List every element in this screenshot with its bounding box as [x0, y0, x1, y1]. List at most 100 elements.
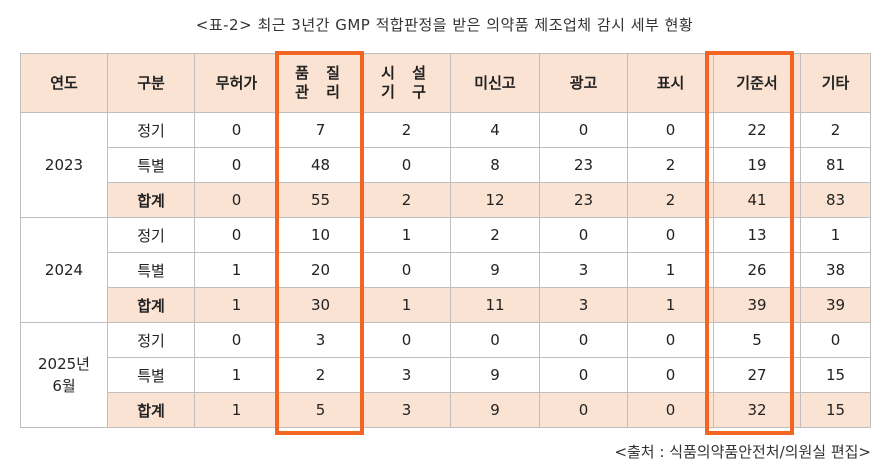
value-cell: 2 — [362, 112, 451, 148]
value-cell: 0 — [539, 112, 628, 148]
value-cell: 12 — [450, 182, 540, 218]
year-sublabel: 6월 — [52, 377, 76, 395]
value-cell: 2 — [627, 182, 714, 218]
table-row: 특별 1 20 0 9 3 1 26 38 — [21, 252, 871, 288]
value-cell: 39 — [800, 287, 871, 323]
value-cell: 0 — [627, 392, 714, 428]
value-cell: 1 — [194, 357, 279, 393]
value-cell: 38 — [800, 252, 871, 288]
table-row: 2024 정기 0 10 1 2 0 0 13 1 — [20, 217, 871, 323]
kind-cell: 특별 — [107, 147, 195, 183]
inspection-table: 연도 구분 무허가 품 질 관 리 시 설 기 구 미신고 광고 표시 기준서 … — [20, 53, 871, 428]
value-cell: 2 — [800, 112, 871, 148]
header-labeling: 표시 — [627, 53, 714, 113]
year-label: 2024 — [44, 261, 84, 279]
value-cell: 9 — [450, 357, 540, 393]
value-cell: 0 — [194, 217, 279, 253]
value-cell: 9 — [450, 392, 540, 428]
value-cell: 22 — [713, 112, 801, 148]
value-cell: 3 — [278, 322, 363, 358]
value-cell: 0 — [362, 322, 451, 358]
table-row: 2023 정기 0 7 2 4 0 0 22 2 — [20, 112, 871, 218]
table-row: 특별 1 2 3 9 0 0 27 15 — [21, 357, 871, 393]
value-cell: 1 — [194, 392, 279, 428]
year-label: 2025년 — [38, 355, 90, 373]
table-row: 특별 0 48 0 8 23 2 19 81 — [21, 147, 871, 183]
value-cell: 81 — [800, 147, 871, 183]
value-cell: 1 — [800, 217, 871, 253]
value-cell: 27 — [713, 357, 801, 393]
value-cell: 1 — [362, 287, 451, 323]
header-year: 연도 — [20, 53, 108, 113]
value-cell: 3 — [539, 287, 628, 323]
header-facility-equipment: 시 설 기 구 — [362, 53, 451, 113]
header-facility-line1: 시 설 — [381, 64, 432, 82]
year-cell: 2023 — [20, 112, 108, 218]
header-quality-line1: 품 질 — [295, 64, 346, 82]
table-row: 합계 1 5 3 9 0 0 32 15 — [21, 392, 871, 428]
kind-cell: 정기 — [107, 322, 195, 358]
value-cell: 15 — [800, 357, 871, 393]
value-cell: 2 — [450, 217, 540, 253]
value-cell: 48 — [278, 147, 363, 183]
table-row: 2025년 6월 정기 0 3 0 0 0 0 5 0 — [20, 322, 871, 428]
value-cell: 13 — [713, 217, 801, 253]
value-cell: 1 — [627, 287, 714, 323]
value-cell: 3 — [362, 357, 451, 393]
value-cell: 32 — [713, 392, 801, 428]
value-cell: 3 — [539, 252, 628, 288]
value-cell: 15 — [800, 392, 871, 428]
value-cell: 0 — [627, 112, 714, 148]
value-cell: 7 — [278, 112, 363, 148]
value-cell: 23 — [539, 147, 628, 183]
header-kind: 구분 — [107, 53, 195, 113]
value-cell: 2 — [627, 147, 714, 183]
value-cell: 0 — [539, 392, 628, 428]
value-cell: 10 — [278, 217, 363, 253]
header-other: 기타 — [800, 53, 871, 113]
header-row: 연도 구분 무허가 품 질 관 리 시 설 기 구 미신고 광고 표시 기준서 … — [20, 53, 871, 113]
value-cell: 1 — [194, 252, 279, 288]
source-note: <출처 : 식품의약품안전처/의원실 편집> — [614, 443, 871, 461]
value-cell: 5 — [278, 392, 363, 428]
header-standards: 기준서 — [713, 53, 801, 113]
value-cell: 39 — [713, 287, 801, 323]
value-cell: 41 — [713, 182, 801, 218]
value-cell: 0 — [194, 147, 279, 183]
value-cell: 1 — [627, 252, 714, 288]
value-cell: 55 — [278, 182, 363, 218]
value-cell: 3 — [362, 392, 451, 428]
table-caption: <표-2> 최근 3년간 GMP 적합판정을 받은 의약품 제조업체 감시 세부… — [195, 16, 694, 34]
header-quality-management: 품 질 관 리 — [278, 53, 363, 113]
value-cell: 4 — [450, 112, 540, 148]
year-label: 2023 — [44, 156, 84, 174]
value-cell: 0 — [539, 322, 628, 358]
value-cell: 1 — [194, 287, 279, 323]
header-unlicensed: 무허가 — [194, 53, 279, 113]
value-cell: 0 — [627, 357, 714, 393]
kind-cell: 특별 — [107, 357, 195, 393]
table-row: 합계 1 30 1 11 3 1 39 39 — [21, 287, 871, 323]
value-cell: 0 — [539, 217, 628, 253]
kind-cell: 정기 — [107, 112, 195, 148]
value-cell: 2 — [278, 357, 363, 393]
kind-cell: 특별 — [107, 252, 195, 288]
value-cell: 0 — [194, 182, 279, 218]
header-unreported: 미신고 — [450, 53, 540, 113]
value-cell: 9 — [450, 252, 540, 288]
value-cell: 5 — [713, 322, 801, 358]
header-quality-line2: 관 리 — [295, 83, 346, 101]
value-cell: 23 — [539, 182, 628, 218]
value-cell: 0 — [362, 252, 451, 288]
value-cell: 0 — [539, 357, 628, 393]
value-cell: 8 — [450, 147, 540, 183]
value-cell: 1 — [362, 217, 451, 253]
value-cell: 30 — [278, 287, 363, 323]
value-cell: 0 — [194, 112, 279, 148]
header-advertising: 광고 — [539, 53, 628, 113]
table-row: 합계 0 55 2 12 23 2 41 83 — [21, 182, 871, 218]
value-cell: 0 — [450, 322, 540, 358]
kind-cell: 합계 — [107, 392, 195, 428]
value-cell: 0 — [627, 217, 714, 253]
value-cell: 0 — [800, 322, 871, 358]
